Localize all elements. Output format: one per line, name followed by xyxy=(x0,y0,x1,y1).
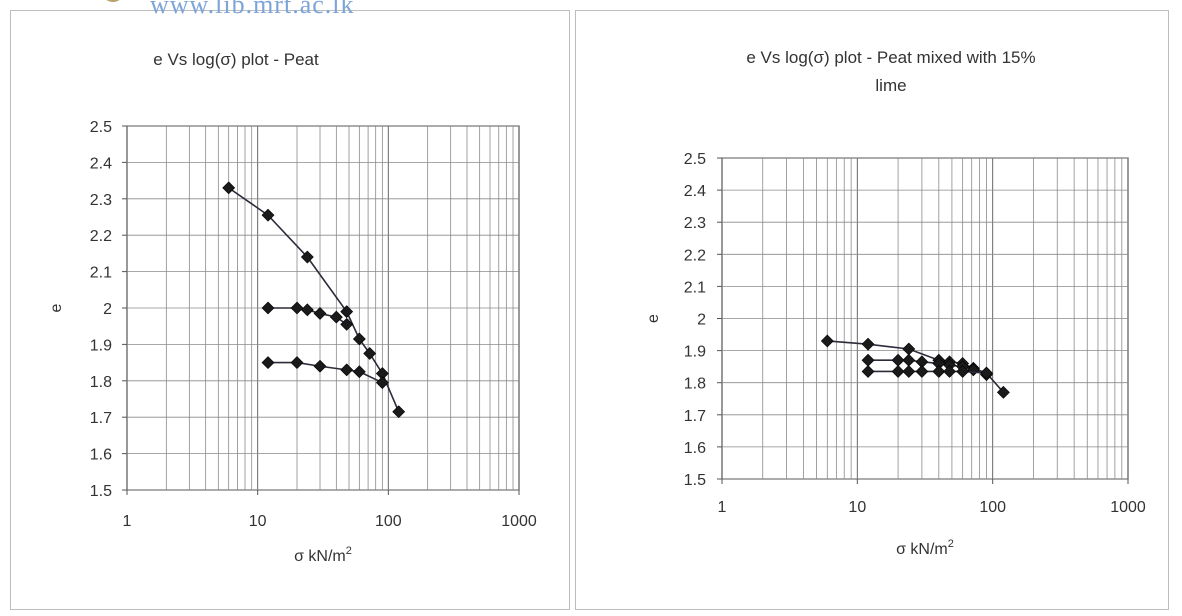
university-seal-icon xyxy=(106,0,120,2)
x-tick-label: 1000 xyxy=(501,513,537,530)
chart-title: lime xyxy=(875,76,906,95)
data-point-marker xyxy=(932,365,946,378)
data-point-marker xyxy=(820,334,834,348)
y-tick-label: 2.3 xyxy=(684,215,706,232)
data-point-marker xyxy=(980,366,993,380)
x-axis-label-exponent: 2 xyxy=(948,538,954,550)
x-tick-label: 1 xyxy=(123,513,132,530)
data-point-marker xyxy=(290,301,304,315)
data-point-marker xyxy=(261,301,275,315)
data-point-marker xyxy=(329,310,343,324)
x-axis-label: σ kN/m2 xyxy=(896,538,954,558)
data-point-marker xyxy=(313,359,327,373)
y-tick-label: 2.5 xyxy=(90,119,112,136)
y-tick-label: 1.9 xyxy=(684,344,706,361)
data-point-marker xyxy=(956,365,970,378)
y-tick-label: 2.4 xyxy=(90,155,112,172)
y-axis-label: e xyxy=(48,303,65,312)
y-tick-label: 2.1 xyxy=(90,265,112,282)
y-tick-label: 1.8 xyxy=(90,374,112,391)
y-tick-label: 2.4 xyxy=(684,183,706,200)
y-tick-label: 2.2 xyxy=(684,247,706,264)
y-tick-label: 1.8 xyxy=(684,376,706,393)
data-point-marker xyxy=(352,332,366,346)
y-tick-label: 1.6 xyxy=(90,447,112,464)
data-point-marker xyxy=(891,365,905,378)
data-point-marker xyxy=(996,385,1010,399)
data-point-marker xyxy=(392,405,406,419)
data-point-marker xyxy=(261,356,275,370)
y-tick-label: 2 xyxy=(103,301,112,318)
data-point-marker xyxy=(861,353,875,367)
y-tick-label: 2.5 xyxy=(684,151,706,168)
data-point-marker xyxy=(352,365,366,379)
data-point-marker xyxy=(861,337,875,351)
x-axis-label: σ kN/m2 xyxy=(294,545,352,565)
data-point-marker xyxy=(290,356,304,370)
data-point-marker xyxy=(261,208,275,222)
chart-title: e Vs log(σ) plot - Peat xyxy=(153,50,319,69)
y-axis-label: e xyxy=(645,314,662,323)
data-point-marker xyxy=(340,305,354,319)
data-point-marker xyxy=(861,365,875,378)
chart-title: e Vs log(σ) plot - Peat mixed with 15% xyxy=(746,48,1035,67)
y-tick-label: 1.7 xyxy=(90,410,112,427)
chart-peat-lime: e Vs log(σ) plot - Peat mixed with 15% li… xyxy=(645,48,1146,558)
x-axis-label-exponent: 2 xyxy=(346,545,352,557)
y-tick-label: 2.2 xyxy=(90,228,112,245)
chart-panel-peat: e Vs log(σ) plot - Peat 1.5 1.6 1.7 1.8 1.9 2 2… xyxy=(10,10,570,610)
data-point-marker xyxy=(943,365,956,378)
chart-peat: e Vs log(σ) plot - Peat 1.5 1.6 1.7 1.8 1.9 2 2… xyxy=(48,50,537,565)
x-tick-label: 10 xyxy=(848,499,866,516)
y-tick-label: 2 xyxy=(697,312,706,329)
data-point-marker xyxy=(902,365,916,378)
y-tick-label: 1.5 xyxy=(684,472,706,489)
data-point-marker xyxy=(222,181,236,195)
y-tick-label: 1.5 xyxy=(90,483,112,500)
data-point-marker xyxy=(902,353,916,367)
data-point-marker xyxy=(300,303,314,317)
data-point-marker xyxy=(300,250,314,264)
y-tick-label: 2.3 xyxy=(90,192,112,209)
chart-panel-peat-lime: e Vs log(σ) plot - Peat mixed with 15% li… xyxy=(575,10,1169,610)
x-tick-label: 100 xyxy=(375,513,402,530)
x-tick-label: 1000 xyxy=(1110,499,1146,516)
x-tick-label: 10 xyxy=(249,513,267,530)
y-tick-label: 2.1 xyxy=(684,279,706,296)
x-tick-label: 100 xyxy=(979,499,1006,516)
data-point-marker xyxy=(340,363,354,377)
data-point-marker xyxy=(340,317,354,331)
data-point-marker xyxy=(375,376,389,390)
data-point-marker xyxy=(915,365,929,378)
y-tick-label: 1.7 xyxy=(684,408,706,425)
data-point-marker xyxy=(363,347,377,360)
watermark-url: www.lib.mrt.ac.lk xyxy=(150,0,355,19)
y-tick-label: 1.6 xyxy=(684,440,706,457)
data-point-marker xyxy=(902,342,916,356)
data-point-marker xyxy=(313,307,327,320)
data-point-marker xyxy=(891,353,905,367)
y-tick-label: 1.9 xyxy=(90,337,112,354)
x-tick-label: 1 xyxy=(718,499,727,516)
